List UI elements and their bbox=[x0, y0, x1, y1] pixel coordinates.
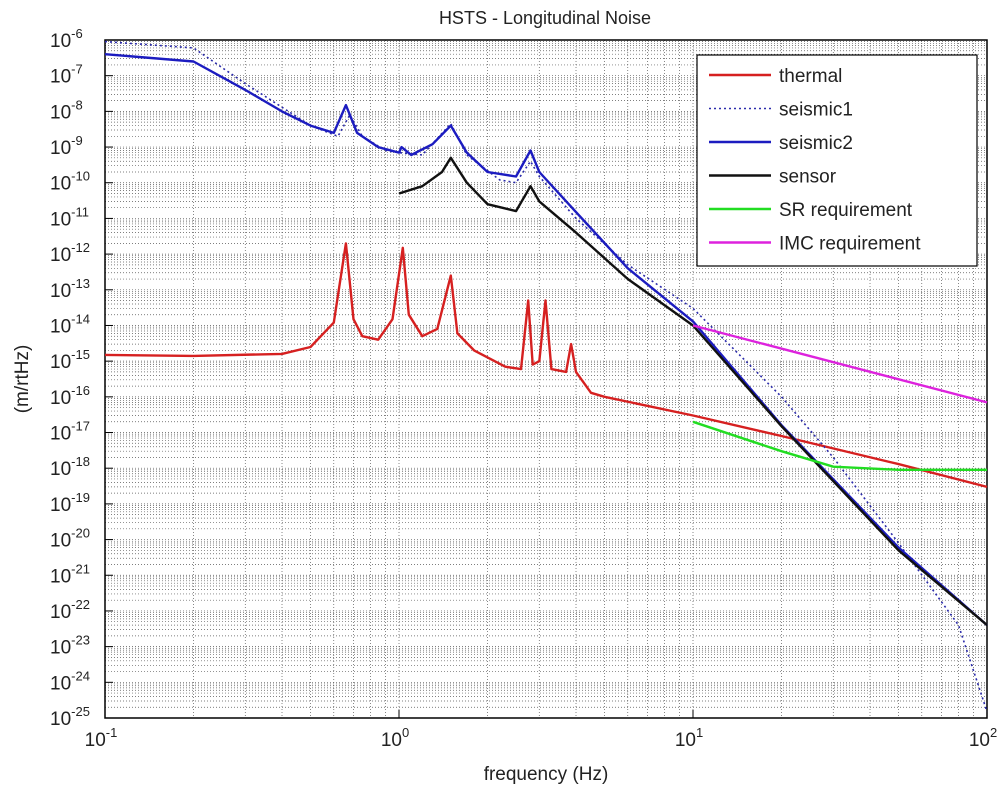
y-axis: 10-610-710-810-910-1010-1110-1210-1310-1… bbox=[50, 26, 113, 730]
plot-area bbox=[104, 39, 988, 719]
series-line-sensor bbox=[398, 156, 988, 627]
y-tick-label: 10-24 bbox=[50, 668, 90, 694]
chart-title: HSTS - Longitudinal Noise bbox=[439, 8, 651, 28]
y-tick-label: 10-21 bbox=[50, 561, 90, 587]
series-line-thermal bbox=[104, 242, 988, 489]
y-axis-label: (m/rtHz) bbox=[12, 345, 33, 414]
series-line-sr-requirement bbox=[692, 420, 987, 471]
series-line-imc-requirement bbox=[692, 324, 988, 404]
series-line-seismic2 bbox=[104, 53, 988, 627]
series-lines bbox=[104, 40, 988, 712]
x-axis: 10-1 100 101 102 bbox=[85, 710, 997, 751]
legend-entry: SR requirement bbox=[779, 200, 913, 221]
legend-entry: seismic2 bbox=[779, 133, 853, 154]
y-tick-label: 10-25 bbox=[50, 704, 90, 730]
legend-entry: seismic1 bbox=[779, 100, 853, 121]
legend: thermal seismic1 seismic2 sensor SR requirem… bbox=[696, 54, 978, 267]
y-tick-label: 10-17 bbox=[50, 419, 90, 445]
legend-entry: IMC requirement bbox=[779, 234, 921, 255]
y-tick-label: 10-14 bbox=[50, 311, 90, 337]
legend-entry: sensor bbox=[779, 167, 837, 188]
legend-box bbox=[696, 54, 978, 267]
legend-entry: thermal bbox=[779, 66, 842, 87]
x-axis-label: frequency (Hz) bbox=[484, 764, 609, 785]
